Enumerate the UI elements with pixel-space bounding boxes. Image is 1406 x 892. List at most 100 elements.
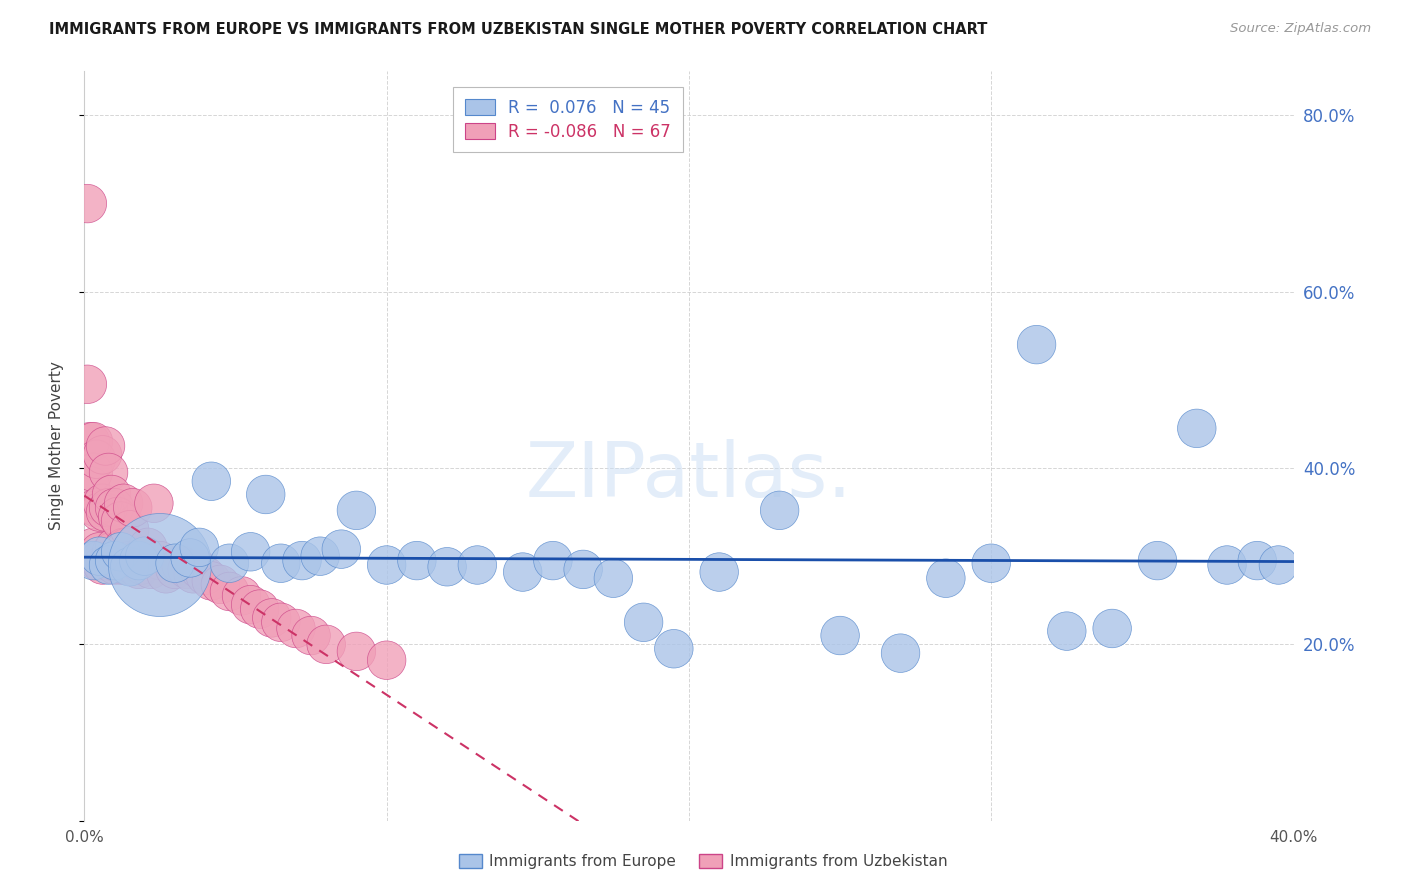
Point [436,559,458,574]
Point [1146,553,1168,567]
Point [218,556,240,570]
Point [602,571,624,585]
Point [112,541,135,555]
Point [118,553,141,567]
Text: IMMIGRANTS FROM EUROPE VS IMMIGRANTS FROM UZBEKISTAN SINGLE MOTHER POVERTY CORRE: IMMIGRANTS FROM EUROPE VS IMMIGRANTS FRO… [49,22,987,37]
Point [165,562,187,576]
Point [104,553,127,567]
Point [188,541,211,555]
Point [346,644,368,658]
Point [1056,624,1078,639]
Point [149,558,172,572]
Point [200,574,222,588]
Point [176,562,198,576]
Text: Source: ZipAtlas.com: Source: ZipAtlas.com [1230,22,1371,36]
Point [100,545,122,559]
Point [541,553,564,567]
Point [110,514,132,528]
Point [97,558,120,572]
Point [1101,622,1123,636]
Point [188,562,211,576]
Point [82,434,104,449]
Point [134,549,156,564]
Point [769,503,792,517]
Point [260,611,283,625]
Point [1185,421,1208,435]
Point [91,448,114,462]
Point [128,553,150,567]
Point [118,523,141,537]
Point [79,478,101,492]
Point [115,558,138,572]
Point [299,628,322,642]
Point [249,602,271,616]
Point [91,496,114,510]
Point [125,553,148,567]
Point [209,577,232,591]
Point [121,500,143,515]
Point [375,653,398,667]
Point [181,566,204,581]
Point [76,196,98,211]
Point [512,565,534,579]
Point [97,553,120,567]
Point [315,637,337,651]
Point [79,434,101,449]
Point [89,549,111,564]
Point [375,558,398,572]
Point [170,558,193,572]
Point [104,558,127,572]
Point [89,505,111,519]
Point [94,439,117,453]
Point [91,558,114,572]
Text: ZIPatlas.: ZIPatlas. [526,439,852,513]
Point [82,541,104,555]
Point [270,615,292,630]
Point [218,584,240,599]
Point [100,487,122,501]
Point [239,545,262,559]
Point [110,558,132,572]
Y-axis label: Single Mother Poverty: Single Mother Poverty [49,361,63,531]
Point [134,549,156,564]
Point [194,568,217,582]
Point [239,598,262,612]
Point [89,545,111,559]
Point [1025,337,1047,351]
Point [82,466,104,480]
Point [115,541,138,555]
Point [139,562,162,576]
Point [165,556,187,570]
Point [121,558,143,572]
Point [128,562,150,576]
Point [285,622,308,636]
Point [149,553,172,567]
Point [89,553,111,567]
Point [254,487,277,501]
Point [155,566,177,581]
Legend: Immigrants from Europe, Immigrants from Uzbekistan: Immigrants from Europe, Immigrants from … [453,848,953,875]
Point [709,565,731,579]
Point [309,549,332,564]
Point [935,571,957,585]
Point [104,541,127,555]
Point [112,496,135,510]
Point [118,559,141,574]
Point [76,377,98,392]
Point [633,615,655,630]
Point [107,509,129,524]
Point [980,556,1002,570]
Point [890,646,912,660]
Point [291,553,314,567]
Point [467,558,489,572]
Point [572,562,595,576]
Point [94,505,117,519]
Point [346,503,368,517]
Point [86,500,108,515]
Legend: R =  0.076   N = 45, R = -0.086   N = 67: R = 0.076 N = 45, R = -0.086 N = 67 [453,87,683,153]
Point [231,589,253,603]
Point [107,553,129,567]
Point [179,551,201,566]
Point [86,553,108,567]
Point [136,541,159,555]
